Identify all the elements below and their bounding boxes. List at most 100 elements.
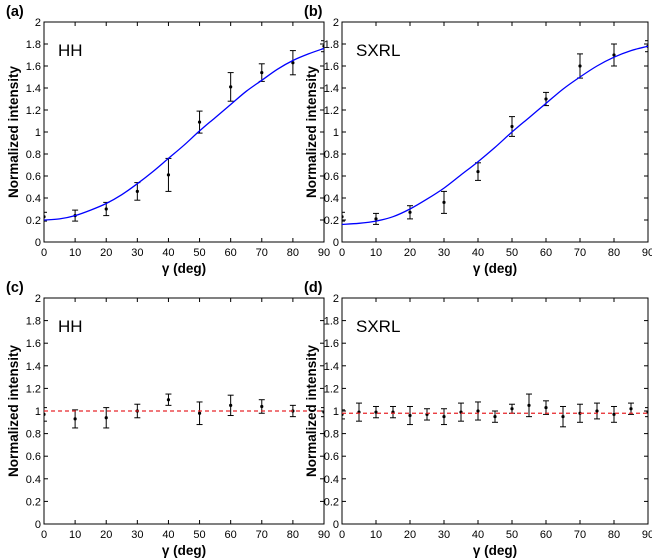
x-tick-label: 0 — [339, 247, 345, 259]
y-tick-label: 1.4 — [26, 83, 41, 95]
y-tick-label: 1.2 — [26, 383, 41, 395]
plot-frame — [43, 21, 325, 243]
x-tick-label: 0 — [339, 529, 345, 541]
x-tick-label: 30 — [438, 529, 450, 541]
y-tick-label: 1.2 — [324, 383, 339, 395]
inset-label: SXRL — [356, 317, 400, 336]
data-point — [229, 403, 233, 407]
data-point — [374, 217, 378, 221]
y-tick-label: 1.8 — [324, 316, 339, 328]
y-tick-label: 0.8 — [324, 149, 339, 161]
data-point — [578, 64, 582, 68]
x-tick-label: 30 — [438, 247, 450, 259]
y-tick-label: 0.6 — [324, 451, 339, 463]
data-point — [408, 210, 412, 214]
y-axis-label: Normalized intensity — [6, 344, 21, 477]
y-tick-label: 1.6 — [26, 61, 41, 73]
y-tick-label: 1 — [333, 406, 339, 418]
data-point — [260, 71, 264, 75]
x-tick-label: 70 — [574, 247, 586, 259]
x-tick-label: 50 — [193, 247, 205, 259]
x-tick-label: 10 — [69, 529, 81, 541]
x-tick-label: 90 — [318, 529, 330, 541]
data-point — [374, 410, 378, 414]
x-tick-label: 20 — [404, 529, 416, 541]
data-point — [442, 200, 446, 204]
x-tick-label: 60 — [540, 529, 552, 541]
x-tick-label: 40 — [162, 529, 174, 541]
x-axis-label: γ (deg) — [162, 543, 206, 558]
series-group — [44, 393, 324, 429]
y-tick-label: 2 — [35, 293, 41, 305]
data-point — [44, 215, 46, 219]
x-tick-label: 40 — [472, 247, 484, 259]
y-tick-label: 1.4 — [324, 361, 339, 373]
x-tick-label: 80 — [287, 247, 299, 259]
y-tick-label: 0.2 — [26, 215, 41, 227]
data-point — [544, 406, 548, 410]
y-tick-label: 1.4 — [324, 83, 339, 95]
x-tick-label: 50 — [506, 529, 518, 541]
data-point — [73, 417, 77, 421]
x-tick-label: 70 — [574, 529, 586, 541]
x-tick-label: 30 — [131, 529, 143, 541]
y-tick-label: 0.4 — [26, 474, 41, 486]
data-point — [104, 207, 108, 211]
x-tick-label: 20 — [100, 529, 112, 541]
y-tick-label: 1.6 — [324, 61, 339, 73]
panel-label: (c) — [6, 280, 24, 296]
y-tick-label: 1 — [35, 406, 41, 418]
data-point — [561, 415, 565, 419]
data-point — [342, 215, 344, 219]
y-tick-label: 1 — [333, 127, 339, 139]
x-tick-label: 20 — [404, 247, 416, 259]
y-axis-label: Normalized intensity — [304, 344, 319, 477]
panel-d: 0 10 20 30 40 50 60 70 80 9000.20.40.60.811.21.41… — [304, 280, 652, 558]
x-tick-label: 30 — [131, 247, 143, 259]
y-tick-label: 0.6 — [324, 171, 339, 183]
data-point — [629, 407, 633, 411]
x-tick-label: 10 — [69, 247, 81, 259]
y-tick-label: 0.2 — [324, 496, 339, 508]
fit-curve — [342, 45, 648, 226]
y-tick-label: 1.8 — [324, 39, 339, 51]
data-point — [595, 409, 599, 413]
data-point — [166, 173, 171, 177]
y-tick-label: 0.6 — [26, 171, 41, 183]
x-axis-label: γ (deg) — [473, 543, 517, 558]
y-tick-label: 1.2 — [324, 105, 339, 117]
x-tick-label: 90 — [642, 247, 652, 259]
x-tick-label: 70 — [256, 529, 268, 541]
y-tick-label: 0.8 — [26, 149, 41, 161]
x-tick-label: 90 — [318, 247, 330, 259]
x-tick-label: 80 — [608, 529, 620, 541]
x-axis-label: γ (deg) — [473, 261, 517, 276]
y-axis-label: Normalized intensity — [6, 65, 21, 198]
data-point — [544, 97, 548, 101]
data-point — [44, 412, 46, 416]
data-point — [135, 189, 139, 193]
data-point — [291, 61, 295, 65]
x-axis-label: γ (deg) — [162, 261, 206, 276]
panel-b: 0 10 20 30 40 50 60 70 80 9000.20.40.60.811.21.41… — [304, 4, 652, 276]
data-point — [442, 415, 446, 419]
x-tick-label: 50 — [506, 247, 518, 259]
fit-curve — [44, 47, 324, 221]
x-tick-label: 40 — [162, 247, 174, 259]
panel-a: 0 10 20 30 40 50 60 70 80 90 0 0.2 0.4 0.6 0.8 1 1.2 1.4 1… — [6, 4, 330, 276]
data-point — [166, 398, 171, 402]
data-point — [197, 120, 202, 124]
series-group — [44, 40, 324, 222]
x-tick-label: 40 — [472, 529, 484, 541]
data-point — [476, 409, 480, 413]
series-group — [342, 40, 648, 226]
y-tick-label: 1 — [35, 127, 41, 139]
y-tick-label: 0.8 — [324, 429, 339, 441]
y-tick-label: 1.8 — [26, 316, 41, 328]
x-tick-label: 20 — [100, 247, 112, 259]
x-tick-label: 70 — [256, 247, 268, 259]
panel-label: (b) — [304, 4, 323, 20]
data-point — [408, 413, 412, 418]
y-tick-label: 2 — [333, 293, 339, 305]
y-tick-label: 0 — [35, 237, 41, 249]
